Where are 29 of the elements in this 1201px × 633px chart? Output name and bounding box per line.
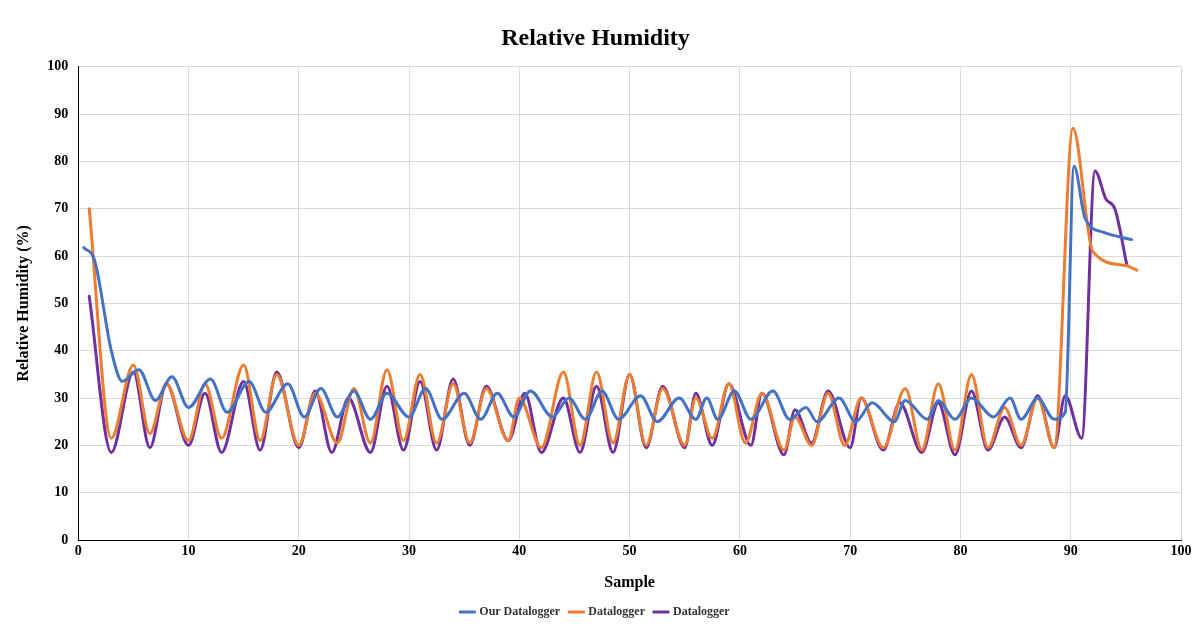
y-tick-label: 80 bbox=[54, 153, 69, 169]
y-axis-title: Relative Humidity (%) bbox=[13, 225, 32, 382]
y-tick-label: 40 bbox=[54, 342, 69, 358]
x-tick-label: 100 bbox=[1170, 543, 1192, 559]
legend-label: Datalogger bbox=[672, 604, 731, 619]
y-tick-label: 70 bbox=[54, 200, 69, 216]
x-tick-label: 60 bbox=[732, 543, 747, 559]
legend-label: Our Datalogger bbox=[479, 604, 561, 619]
x-tick-label: 10 bbox=[181, 543, 196, 559]
y-tick-label: 30 bbox=[54, 389, 69, 405]
x-axis-title: Sample bbox=[604, 572, 655, 591]
x-tick-label: 70 bbox=[843, 543, 858, 559]
x-tick-label: 40 bbox=[512, 543, 527, 559]
y-tick-label: 50 bbox=[54, 295, 69, 311]
chart-title: Relative Humidity bbox=[501, 23, 690, 50]
y-tick-label: 10 bbox=[54, 484, 69, 500]
y-tick-label: 0 bbox=[61, 531, 69, 547]
y-tick-label: 60 bbox=[54, 247, 69, 263]
y-tick-label: 20 bbox=[54, 436, 69, 452]
x-tick-label: 80 bbox=[953, 543, 968, 559]
x-tick-label: 50 bbox=[622, 543, 637, 559]
legend-label: Datalogger bbox=[588, 604, 646, 619]
line-series bbox=[87, 126, 1139, 452]
y-tick-label: 100 bbox=[47, 58, 69, 74]
x-tick-label: 90 bbox=[1063, 543, 1078, 559]
x-tick-label: 0 bbox=[74, 543, 82, 559]
x-tick-label: 30 bbox=[402, 543, 417, 559]
y-tick-label: 90 bbox=[54, 105, 69, 121]
x-tick-label: 20 bbox=[291, 543, 306, 559]
